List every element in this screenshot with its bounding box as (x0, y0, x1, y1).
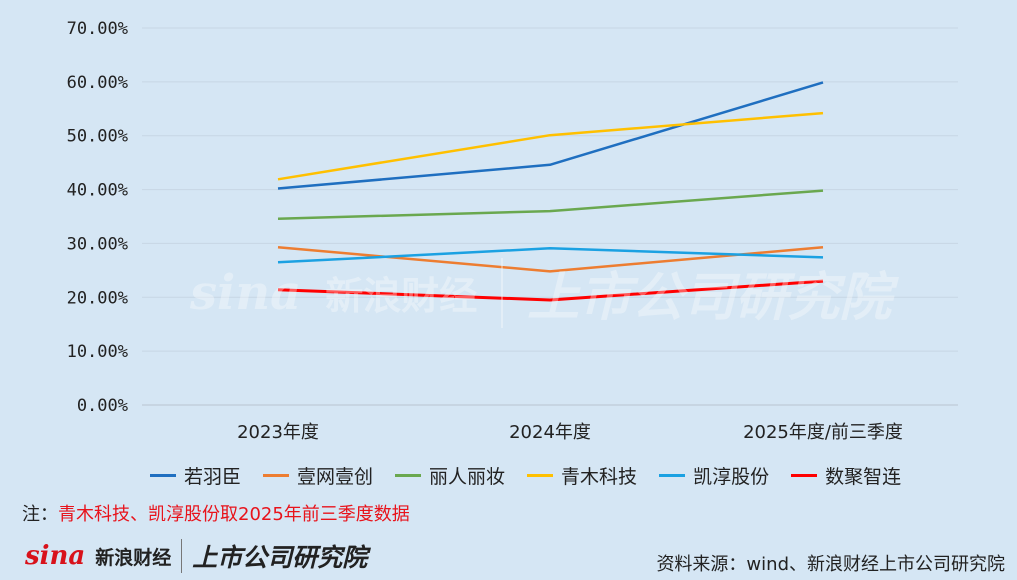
y-tick-label: 70.00% (67, 19, 128, 39)
x-tick-label: 2024年度 (509, 422, 591, 443)
legend-swatch (395, 474, 422, 477)
legend-item: 壹网壹创 (263, 462, 373, 489)
legend-item: 数聚智连 (791, 462, 901, 489)
footnote: 注：青木科技、凯淳股份取2025年前三季度数据 (22, 500, 410, 526)
y-tick-label: 20.00% (67, 288, 128, 308)
sina-finance-logo: sina 新浪财经 上市公司研究院 (25, 538, 367, 574)
series-line-青木科技 (277, 111, 824, 181)
footnote-text: 青木科技、凯淳股份取2025年前三季度数据 (58, 504, 410, 525)
y-tick-label: 10.00% (67, 342, 128, 362)
legend-label: 丽人丽妆 (429, 466, 506, 488)
y-tick-label: 40.00% (67, 181, 128, 201)
legend-label: 数聚智连 (825, 466, 902, 488)
legend-item: 丽人丽妆 (395, 462, 505, 489)
line-chart: 0.00% 10.00% 20.00% 30.00% 40.00% 50.00% 60.00… (67, 19, 958, 443)
legend-item: 青木科技 (527, 462, 637, 489)
legend-swatch (263, 474, 290, 477)
sina-finance-cn-text: 新浪财经 (95, 546, 172, 569)
x-tick-label: 2025年度/前三季度 (743, 422, 903, 443)
series-line-若羽臣 (277, 81, 824, 190)
legend-label: 青木科技 (561, 466, 638, 488)
y-tick-label: 50.00% (67, 127, 128, 147)
y-tick-label: 0.00% (77, 396, 128, 416)
logo-divider (181, 539, 183, 573)
series-line-数聚智连 (277, 279, 824, 302)
footnote-prefix: 注： (22, 504, 58, 525)
series-line-丽人丽妆 (277, 189, 824, 220)
institute-logo-text: 上市公司研究院 (192, 543, 368, 572)
sina-logo-text: sina (25, 541, 86, 571)
legend-label: 若羽臣 (184, 466, 242, 488)
legend-swatch (659, 474, 686, 477)
legend-item: 若羽臣 (150, 462, 241, 489)
y-tick-label: 30.00% (67, 234, 128, 254)
gridlines (142, 27, 958, 406)
legend-item: 凯淳股份 (659, 462, 769, 489)
chart-legend: 若羽臣 壹网壹创 丽人丽妆 青木科技 凯淳股份 数聚智连 (150, 462, 901, 489)
source-text: 资料来源：wind、新浪财经上市公司研究院 (656, 554, 1005, 575)
legend-label: 凯淳股份 (693, 466, 770, 488)
series-line-凯淳股份 (277, 247, 824, 264)
legend-label: 壹网壹创 (297, 466, 374, 488)
y-tick-label: 60.00% (67, 73, 128, 93)
x-axis-ticks: 2023年度 2024年度 2025年度/前三季度 (237, 422, 903, 443)
x-tick-label: 2023年度 (237, 422, 319, 443)
series-lines (277, 81, 824, 302)
legend-swatch (150, 474, 176, 477)
y-axis-ticks: 0.00% 10.00% 20.00% 30.00% 40.00% 50.00% 60.00… (67, 19, 128, 416)
legend-swatch (791, 474, 818, 477)
legend-swatch (527, 474, 554, 477)
